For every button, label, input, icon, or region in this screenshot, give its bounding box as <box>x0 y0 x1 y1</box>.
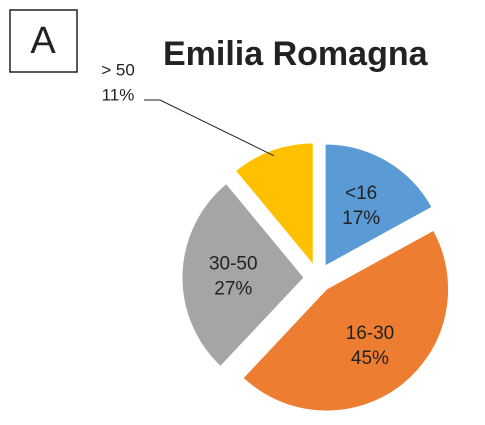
pie-slice <box>234 142 314 267</box>
leader-line <box>144 99 275 157</box>
category-label: <16 <box>345 183 377 204</box>
chart-title: Emilia Romagna <box>163 35 429 73</box>
pie-slice <box>242 229 450 412</box>
category-label: > 50 <box>101 60 135 79</box>
value-label: 27% <box>214 278 252 299</box>
value-label: 17% <box>342 208 380 229</box>
value-label: 11% <box>102 85 135 104</box>
category-label: 16-30 <box>346 323 395 344</box>
panel-box <box>9 9 78 73</box>
panel-label: A <box>30 20 56 62</box>
pie-slice <box>324 143 433 267</box>
category-label: 30-50 <box>209 253 258 274</box>
pie-slice <box>181 182 305 368</box>
value-label: 45% <box>351 348 389 369</box>
